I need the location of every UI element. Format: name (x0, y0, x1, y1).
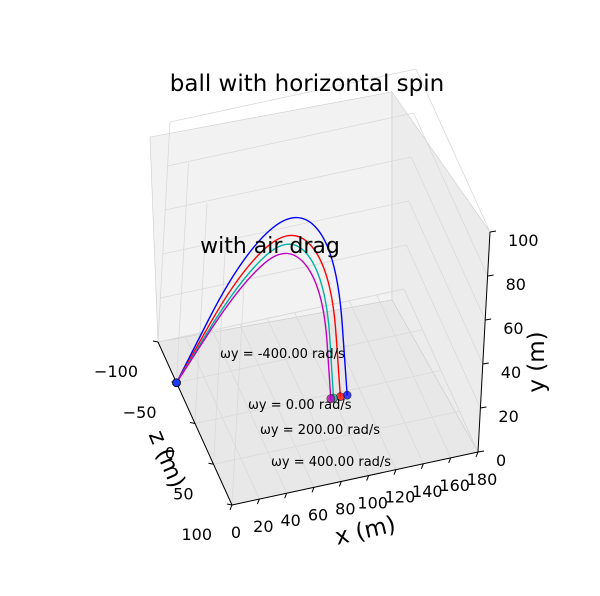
series-label: ωy = 200.00 rad/s (260, 423, 380, 438)
x-tick-label: 40 (280, 511, 300, 530)
y-gridline (160, 244, 407, 299)
y-axis-label: y (m) (524, 331, 550, 392)
z-gridline-wall (194, 203, 208, 424)
x-tick-mark (420, 463, 424, 469)
y-gridline (165, 156, 412, 211)
y-tick-label: 40 (501, 363, 521, 382)
y-tick-label: 20 (498, 407, 518, 426)
y-tick-mark (489, 230, 497, 233)
series-label: ωy = 400.00 rad/s (271, 455, 391, 470)
x-axis-line (231, 451, 479, 506)
trajectory-line (175, 234, 342, 397)
landing-point-marker (326, 394, 336, 404)
z-gridline-wall (176, 162, 189, 383)
z-tick-mark (152, 340, 159, 343)
y-gridline-wall (403, 288, 479, 453)
y-gridline (157, 288, 405, 343)
x-tick-label: 160 (439, 476, 470, 495)
z-gridline (194, 370, 442, 424)
y-gridline-wall (410, 156, 486, 321)
chart-title: ball with horizontal spin (170, 71, 444, 97)
trajectory-line (175, 216, 348, 396)
x-tick-label: 140 (412, 482, 443, 501)
z-tick-label: 0 (165, 444, 175, 463)
trajectory-line (175, 243, 335, 399)
x-tick-mark (448, 457, 452, 464)
launch-point-marker (172, 378, 181, 388)
x-tick-mark (366, 475, 370, 481)
z-gridline (176, 329, 423, 384)
y-gridline (167, 112, 414, 167)
series-labels: ωy = -400.00 rad/s ωy = 0.00 rad/s ωy = 20… (220, 347, 391, 470)
y-tick-mark (485, 318, 492, 321)
y-tick-mark (480, 406, 487, 409)
gridlines (157, 68, 491, 506)
y-gridline-wall (408, 200, 484, 365)
x-tick-label: 120 (385, 488, 416, 507)
x-tick-mark (475, 451, 479, 458)
z-tick-mark (226, 503, 233, 506)
series-label: ωy = -400.00 rad/s (220, 347, 345, 362)
x-tick-label: 20 (253, 517, 273, 536)
x-tick-mark (311, 487, 315, 493)
y-tick-mark (487, 274, 494, 277)
x-tick-label: 60 (308, 505, 328, 524)
x-tick-label: 0 (231, 523, 241, 542)
z-gridline-wall (157, 121, 171, 343)
z-tick-label: −50 (123, 403, 157, 422)
y-tick-mark (477, 450, 485, 453)
y-tick-label: 60 (503, 319, 523, 338)
x-tick-label: 100 (357, 494, 388, 513)
y-tick-mark (482, 362, 489, 365)
y-gridline-wall (415, 68, 491, 233)
trajectory-line (175, 252, 332, 399)
y-gridline (169, 68, 417, 123)
y-gridline-wall (413, 112, 488, 277)
y-tick-label: 80 (506, 275, 526, 294)
z-tick-label: −100 (94, 362, 138, 381)
y-tick-label: 0 (496, 451, 506, 470)
x-tick-label: 80 (335, 499, 355, 518)
x-tick-label: 180 (467, 470, 498, 489)
tick-labels: 0 20 40 60 80 100120140160180020406080100−100… (94, 230, 539, 544)
y-gridline (162, 200, 409, 255)
x-tick-mark (338, 481, 342, 487)
y-gridline-wall (406, 244, 481, 409)
x-tick-mark (229, 504, 233, 511)
x-tick-mark (393, 469, 397, 475)
back-pane-left (149, 91, 393, 343)
y-tick-label: 100 (508, 231, 539, 250)
axes-panes (149, 91, 491, 506)
z-gridline (213, 410, 460, 465)
z-gridline-wall (213, 244, 226, 465)
z-tick-label: 100 (181, 525, 212, 544)
x-tick-mark (256, 498, 260, 505)
z-axis-label: z (m) (143, 427, 190, 492)
series-label: ωy = 0.00 rad/s (248, 398, 352, 413)
trajectories (172, 216, 352, 404)
z-tick-mark (189, 422, 196, 424)
x-tick-mark (284, 493, 288, 499)
z-gridline-wall (231, 284, 245, 506)
z-tick-mark (208, 462, 214, 465)
y-axis-line (477, 231, 491, 453)
annotation-with-air-drag: with air drag (200, 234, 340, 259)
z-tick-label: 50 (173, 484, 193, 503)
